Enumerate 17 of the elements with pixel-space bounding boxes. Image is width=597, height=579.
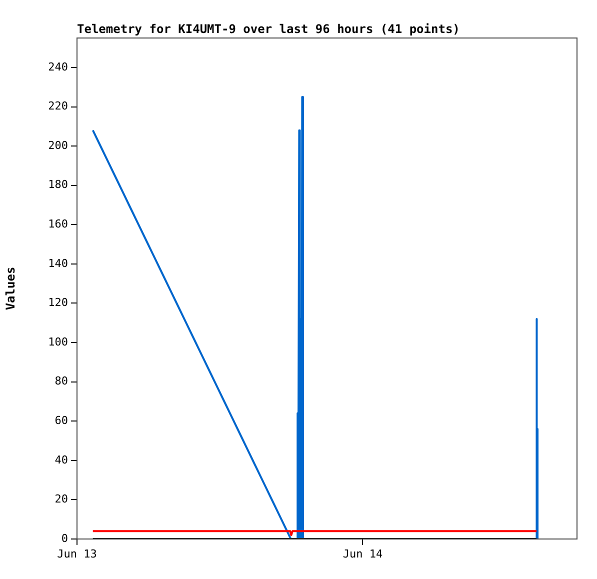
y-tick-label: 180 xyxy=(48,178,68,192)
y-tick-label: 100 xyxy=(48,335,68,348)
y-tick-label: 220 xyxy=(48,100,68,113)
chart-title: Telemetry for KI4UMT-9 over last 96 hours (41 points) xyxy=(77,22,460,36)
y-tick-label: 60 xyxy=(54,414,68,427)
x-tick-label: Jun 14 xyxy=(342,547,383,560)
y-tick-label: 20 xyxy=(54,492,68,506)
y-tick-label: 0 xyxy=(61,532,68,545)
y-tick-label: 240 xyxy=(48,60,68,74)
y-tick-label: 120 xyxy=(48,296,68,310)
y-tick-label: 140 xyxy=(48,256,68,270)
y-tick-label: 160 xyxy=(48,218,68,231)
x-tick-label: Jun 13 xyxy=(57,547,97,560)
y-tick-label: 80 xyxy=(54,374,68,388)
y-tick-label: 200 xyxy=(48,138,68,152)
y-tick-label: 40 xyxy=(54,453,68,466)
y-axis-title: Values xyxy=(3,266,18,310)
